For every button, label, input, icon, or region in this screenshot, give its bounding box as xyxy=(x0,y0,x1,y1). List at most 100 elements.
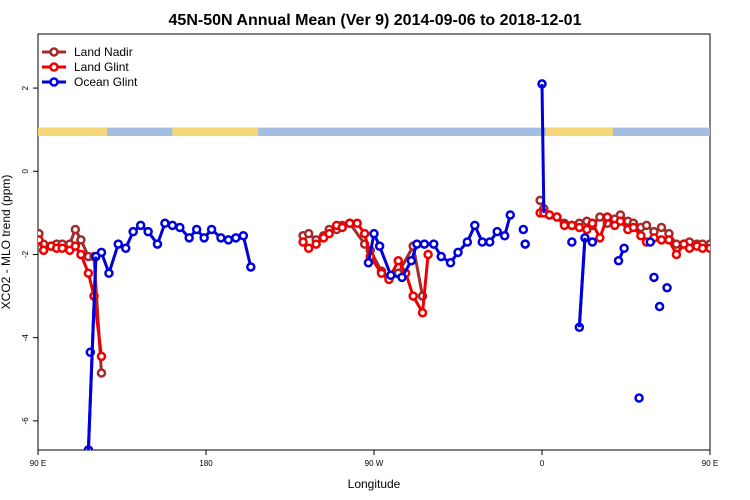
data-point xyxy=(613,255,624,266)
series-line xyxy=(86,256,98,450)
data-point xyxy=(406,255,417,266)
x-tick-label: 0 xyxy=(540,459,545,468)
y-tick-label: 2 xyxy=(21,85,30,90)
data-point xyxy=(96,247,107,258)
ocean-band xyxy=(38,127,710,136)
data-point xyxy=(419,239,430,249)
data-point xyxy=(615,216,626,226)
data-point xyxy=(518,224,529,235)
data-point xyxy=(733,236,740,243)
data-point xyxy=(135,220,146,231)
land-band-segment xyxy=(172,127,259,136)
data-point xyxy=(697,243,708,253)
data-point xyxy=(104,268,114,278)
series-land-glint xyxy=(38,208,745,362)
land-band-segment xyxy=(38,127,108,136)
data-point xyxy=(191,224,202,235)
data-point xyxy=(152,239,163,249)
data-point xyxy=(143,226,153,237)
data-point xyxy=(595,233,605,243)
data-point xyxy=(628,222,639,233)
data-point xyxy=(417,307,428,318)
data-point xyxy=(445,258,456,268)
data-point xyxy=(386,270,396,281)
data-point xyxy=(725,226,732,233)
data-point xyxy=(574,222,585,233)
x-tick-label: 180 xyxy=(199,459,213,468)
data-point xyxy=(423,249,433,260)
data-point xyxy=(712,247,719,254)
data-point xyxy=(470,220,480,231)
data-point xyxy=(552,212,562,222)
data-point xyxy=(733,270,740,277)
data-point xyxy=(397,272,407,283)
data-point xyxy=(492,226,502,237)
data-point xyxy=(83,268,94,278)
data-point xyxy=(96,368,107,378)
data-point xyxy=(662,283,672,293)
series-line xyxy=(86,221,253,450)
y-tick-label: -6 xyxy=(21,417,30,425)
data-point xyxy=(324,228,334,239)
data-point xyxy=(303,243,314,253)
data-point xyxy=(656,235,667,245)
data-point xyxy=(664,235,674,245)
data-point xyxy=(582,224,592,235)
data-point xyxy=(567,237,577,247)
data-point xyxy=(363,258,374,268)
series-line xyxy=(577,237,587,328)
data-point xyxy=(167,220,178,231)
data-point xyxy=(38,235,44,245)
data-point xyxy=(587,218,598,229)
data-point xyxy=(311,239,321,249)
data-point xyxy=(113,239,124,249)
data-point xyxy=(712,447,719,454)
data-point xyxy=(428,239,439,249)
data-point xyxy=(720,241,727,248)
data-point xyxy=(645,237,656,247)
data-point xyxy=(684,243,695,253)
data-point xyxy=(649,272,659,283)
land-ocean-band xyxy=(38,127,710,136)
data-point xyxy=(374,241,385,251)
data-point xyxy=(216,233,226,243)
data-point xyxy=(184,233,194,243)
y-axis: -6 -4 -2 0 2 xyxy=(21,85,38,424)
data-point xyxy=(223,235,234,245)
data-point xyxy=(453,247,463,258)
data-point xyxy=(544,210,555,220)
legend-item: Land Glint xyxy=(42,60,129,74)
data-point xyxy=(641,220,652,231)
legend-marker xyxy=(49,47,59,57)
data-point xyxy=(70,241,81,251)
data-point xyxy=(38,245,49,256)
data-point xyxy=(746,253,750,260)
data-point xyxy=(559,220,570,231)
data-point xyxy=(70,224,81,235)
legend-item: Land Nadir xyxy=(42,45,133,59)
data-point xyxy=(736,349,743,356)
legend-label: Land Nadir xyxy=(74,45,133,59)
chart-title: 45N-50N Annual Mean (Ver 9) 2014-09-06 t… xyxy=(169,12,582,29)
data-point xyxy=(738,293,745,300)
data-point xyxy=(656,222,667,233)
data-point xyxy=(231,233,241,243)
y-tick-label: -4 xyxy=(21,334,30,342)
data-point xyxy=(359,228,370,239)
data-point xyxy=(520,239,530,249)
data-point xyxy=(344,218,355,229)
series-line xyxy=(716,254,723,450)
legend-item: Ocean Glint xyxy=(42,75,138,89)
data-point xyxy=(369,228,379,239)
data-point xyxy=(408,291,418,301)
data-point xyxy=(206,224,217,235)
plot-border xyxy=(37,33,711,451)
data-point xyxy=(352,218,362,229)
legend-marker xyxy=(49,62,59,72)
data-point xyxy=(595,212,605,222)
data-point xyxy=(505,210,516,220)
data-point xyxy=(705,243,710,253)
data-point xyxy=(720,241,727,248)
series-line xyxy=(540,83,546,213)
